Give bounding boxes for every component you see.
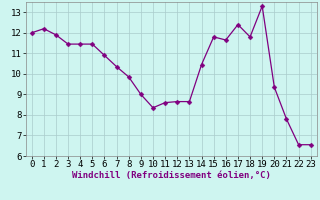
X-axis label: Windchill (Refroidissement éolien,°C): Windchill (Refroidissement éolien,°C) <box>72 171 271 180</box>
